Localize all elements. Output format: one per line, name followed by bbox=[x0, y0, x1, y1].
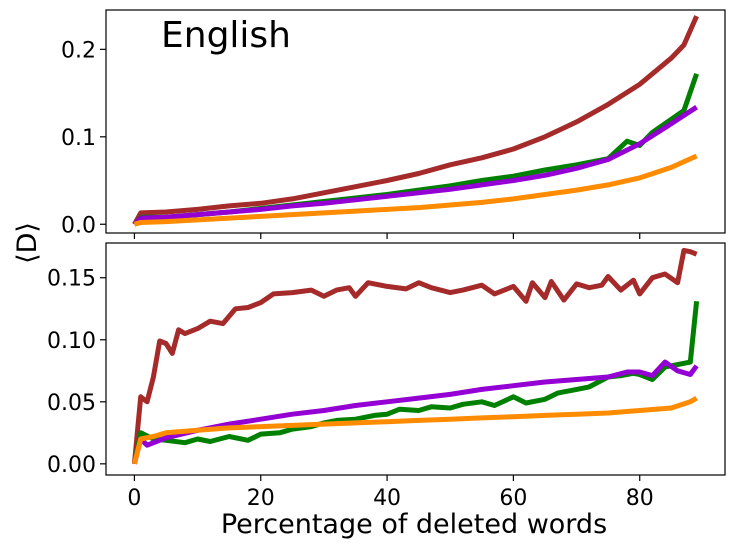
panel-0-y-tick-label: 0.1 bbox=[61, 126, 96, 151]
panel-1-y-tick-label: 0.15 bbox=[47, 267, 96, 292]
x-tick-label: 40 bbox=[373, 486, 401, 511]
bottom-panel-frame bbox=[105, 242, 726, 476]
panel-1-y-tick-label: 0.00 bbox=[47, 453, 96, 478]
panel-0-series-line-1 bbox=[132, 72, 699, 226]
top-panel: 0.0 0.1 0.2 English bbox=[61, 9, 726, 239]
panel-0-y-tick-label: 0.2 bbox=[61, 38, 96, 63]
x-tick-label: 60 bbox=[499, 486, 527, 511]
panel-0-series-line-2 bbox=[132, 105, 698, 227]
bottom-panel: 0.00 0.05 0.10 0.15 0 20 40 60 80 bbox=[47, 242, 726, 511]
x-axis-title: Percentage of deleted words bbox=[221, 509, 607, 540]
panel-0-series-line-3 bbox=[133, 153, 698, 227]
panel-0-series-line-0 bbox=[132, 15, 699, 226]
panel-1-y-tick-label: 0.05 bbox=[47, 391, 96, 416]
x-tick-label: 0 bbox=[127, 486, 141, 511]
x-tick-label: 20 bbox=[247, 486, 275, 511]
panel-1-series-line-0 bbox=[131, 247, 698, 465]
panel-label-english: English bbox=[161, 15, 291, 56]
top-panel-series-group bbox=[132, 15, 699, 227]
panel-1-series-line-1 bbox=[131, 301, 700, 465]
bottom-panel-series-group bbox=[131, 247, 700, 465]
top-panel-frame bbox=[105, 9, 726, 234]
panel-0-y-tick-label: 0.0 bbox=[61, 213, 96, 238]
panel-1-y-tick-label: 0.10 bbox=[47, 329, 96, 354]
top-panel-ticks: 0.0 0.1 0.2 bbox=[61, 38, 641, 239]
bottom-panel-ticks: 0.00 0.05 0.10 0.15 0 20 40 60 80 bbox=[47, 267, 654, 511]
panel-1-series-line-3 bbox=[131, 395, 698, 465]
x-tick-label: 80 bbox=[626, 486, 654, 511]
y-axis-title: ⟨D⟩ bbox=[12, 222, 43, 264]
